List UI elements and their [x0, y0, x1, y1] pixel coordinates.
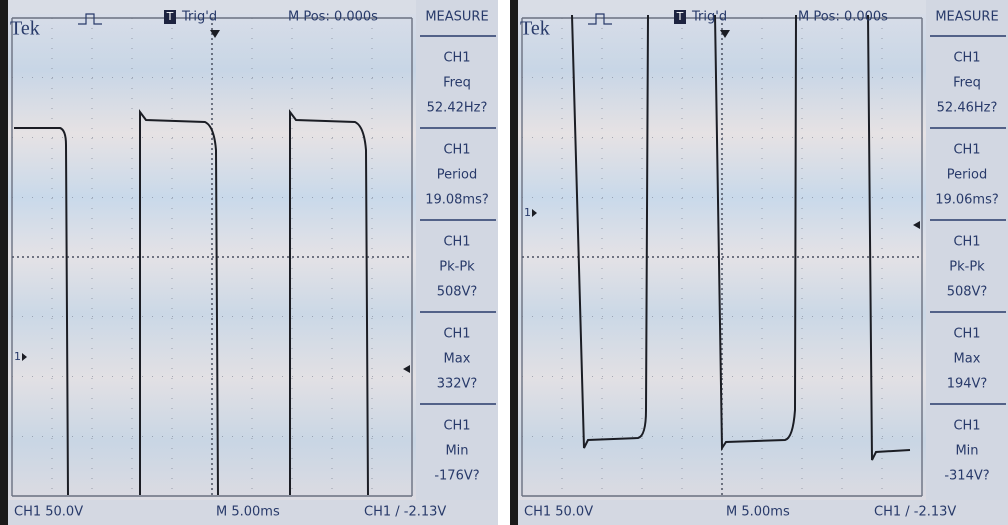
position: M Pos: 0.000s [798, 10, 888, 25]
measure-value: 52.46Hz? [937, 101, 998, 116]
graticule-bg [8, 12, 416, 500]
measure-name: Period [437, 168, 478, 183]
measure-name: Min [445, 444, 468, 459]
scope-screen: Tek T Trig'd M Pos: 0.000s MEASURE CH1 Freq 52.… [510, 0, 1008, 525]
brand: Tek [520, 18, 550, 40]
measure-channel: CH1 [953, 235, 980, 250]
trigger-setting: CH1 / -2.13V [364, 505, 446, 520]
measure-value: 332V? [437, 377, 478, 392]
channel-scale: CH1 50.0V [14, 505, 83, 520]
channel-marker: 1 [524, 206, 531, 219]
menu-title: MEASURE [935, 10, 998, 25]
measure-channel: CH1 [443, 327, 470, 342]
measure-name: Pk-Pk [949, 260, 985, 275]
position: M Pos: 0.000s [288, 10, 378, 25]
measure-value: 508V? [947, 285, 988, 300]
scope-screen: Tek T Trig'd M Pos: 0.000s MEASURE CH1 Freq 52.… [0, 0, 498, 525]
timebase: M 5.00ms [216, 505, 280, 520]
measure-channel: CH1 [953, 143, 980, 158]
measure-name: Max [444, 352, 471, 367]
brand: Tek [10, 18, 40, 40]
measure-name: Freq [953, 76, 981, 91]
measure-channel: CH1 [953, 419, 980, 434]
trigger-setting: CH1 / -2.13V [874, 505, 956, 520]
measure-channel: CH1 [443, 51, 470, 66]
measure-value: 194V? [947, 377, 988, 392]
timebase: M 5.00ms [726, 505, 790, 520]
channel-marker: 1 [14, 350, 21, 363]
trigger-status: Trig'd [691, 10, 727, 25]
channel-scale: CH1 50.0V [524, 505, 593, 520]
measure-value: 508V? [437, 285, 478, 300]
trigger-status: Trig'd [181, 10, 217, 25]
measure-name: Period [947, 168, 988, 183]
measure-value: 19.06ms? [935, 193, 999, 208]
photo: Tek T Trig'd M Pos: 0.000s MEASURE CH1 Freq 52.… [0, 0, 1008, 525]
measure-channel: CH1 [443, 143, 470, 158]
trigger-icon: T [166, 10, 174, 23]
measure-value: -176V? [434, 469, 479, 484]
measure-name: Pk-Pk [439, 260, 475, 275]
measure-channel: CH1 [953, 51, 980, 66]
measure-channel: CH1 [953, 327, 980, 342]
measure-value: -314V? [944, 469, 989, 484]
measure-name: Min [955, 444, 978, 459]
measure-name: Max [954, 352, 981, 367]
measure-value: 52.42Hz? [427, 101, 488, 116]
measure-name: Freq [443, 76, 471, 91]
menu-title: MEASURE [425, 10, 488, 25]
measure-channel: CH1 [443, 419, 470, 434]
measure-channel: CH1 [443, 235, 470, 250]
measure-value: 19.08ms? [425, 193, 489, 208]
trigger-icon: T [676, 10, 684, 23]
